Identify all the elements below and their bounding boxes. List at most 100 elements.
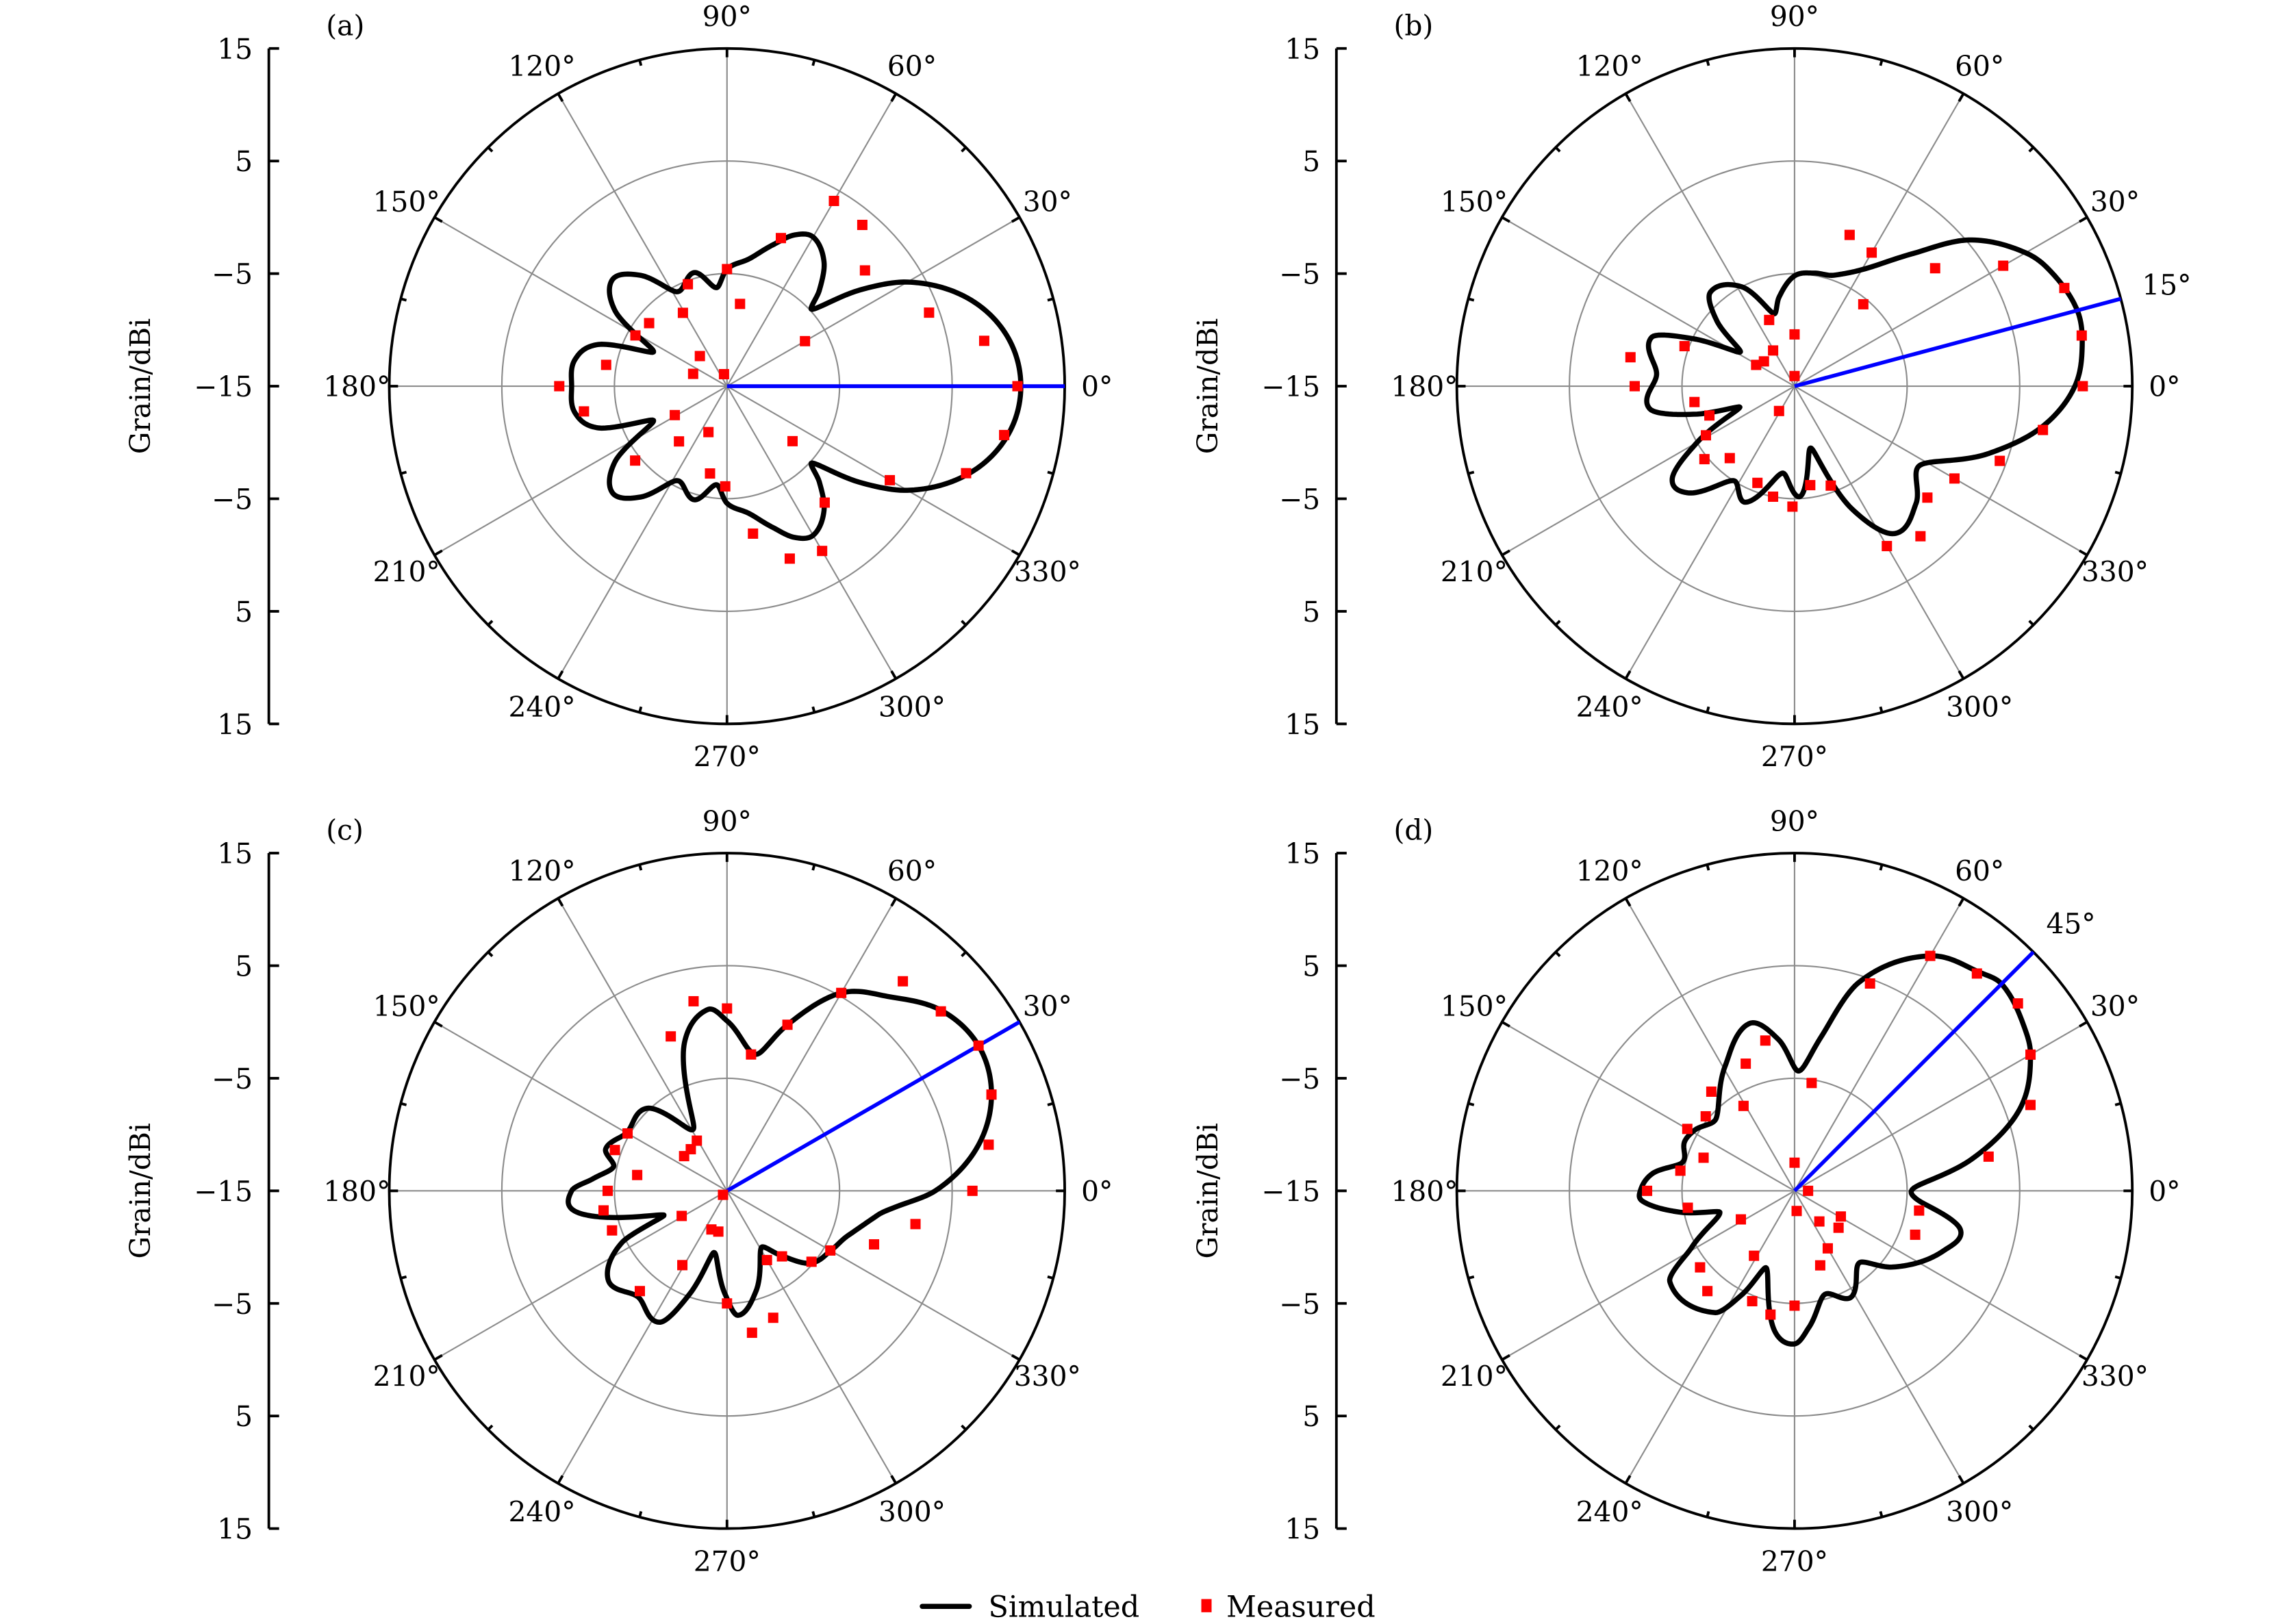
measured-point [1915, 531, 1926, 542]
angle-tick [1011, 1354, 1020, 1361]
angle-tick [1011, 549, 1020, 557]
measured-point [720, 481, 731, 492]
measured-point [806, 1256, 817, 1267]
measured-point [1749, 1250, 1760, 1261]
measured-point [1836, 1211, 1847, 1222]
radial-tick-label: −5 [1279, 258, 1320, 291]
radial-tick-label: 5 [1302, 1400, 1320, 1433]
angle-tick [961, 146, 967, 153]
angle-label: 330° [2081, 1360, 2149, 1393]
beam-direction-line [726, 1020, 1021, 1193]
radial-tick-label: 5 [1302, 145, 1320, 178]
measured-point [718, 1189, 729, 1200]
measured-point [2038, 424, 2049, 435]
measured-point [1971, 968, 1982, 979]
simulated-curve [568, 231, 1024, 542]
measured-point [857, 220, 868, 231]
legend: Simulated Measured [920, 1590, 1376, 1624]
angle-label: 30° [2090, 990, 2140, 1023]
angle-tick [1624, 898, 1632, 907]
angle-tick [811, 60, 816, 66]
panel-label: (c) [326, 814, 364, 847]
measured-point [1675, 1165, 1686, 1176]
measured-point [2012, 998, 2023, 1009]
angle-tick [1501, 1021, 1510, 1028]
angle-label: 180° [323, 1175, 390, 1208]
radial-tick-label: −5 [212, 1288, 253, 1321]
angle-label: 270° [1761, 741, 1828, 774]
angle-label: 300° [1946, 691, 2013, 724]
angle-label: 150° [373, 990, 440, 1023]
angle-tick [1047, 470, 1054, 475]
angle-tick [890, 92, 898, 102]
measured-point [1012, 381, 1023, 392]
measured-point [718, 368, 729, 380]
angle-tick [2079, 549, 2088, 557]
measured-point [1773, 405, 1784, 416]
measured-point [1995, 455, 2005, 466]
radial-tick-label: −5 [1279, 1063, 1320, 1095]
measured-point [666, 1031, 676, 1042]
measured-point [1747, 1295, 1758, 1307]
legend-measured-marker [1201, 1599, 1212, 1612]
measured-point [784, 553, 795, 564]
angle-label: 60° [887, 50, 937, 83]
beam-direction-line [1793, 950, 2035, 1193]
measured-point [722, 1003, 733, 1014]
angle-tick [1554, 620, 1561, 626]
measured-point [768, 1312, 779, 1323]
measured-point [1814, 1260, 1825, 1271]
measured-point [1805, 480, 1816, 491]
measured-point [1789, 329, 1800, 340]
measured-point [836, 987, 847, 998]
angle-tick [433, 549, 443, 557]
measured-point [1789, 1300, 1800, 1311]
measured-point [609, 1145, 620, 1156]
radial-tick-label: 15 [1284, 33, 1320, 66]
angle-tick [1011, 216, 1020, 223]
angle-tick [890, 1475, 898, 1484]
angle-label: 270° [1761, 1545, 1828, 1578]
angle-tick [1554, 951, 1561, 957]
angle-label: 300° [878, 691, 946, 724]
measured-point [1738, 1100, 1749, 1111]
angle-label: 60° [1955, 50, 2004, 83]
beam-direction-line [1794, 296, 2122, 388]
measured-point [775, 233, 787, 244]
panel-label: (a) [326, 9, 364, 42]
measured-point [694, 351, 705, 361]
measured-point [1949, 473, 1960, 484]
angle-label: 90° [703, 805, 752, 838]
angle-tick [2079, 1354, 2088, 1361]
measured-point [1758, 356, 1769, 367]
angle-label: 90° [703, 1, 752, 34]
measured-point [1625, 352, 1636, 363]
angle-tick [811, 864, 816, 871]
radial-tick-label: 15 [217, 708, 253, 741]
measured-point [1864, 978, 1875, 989]
measured-point [761, 1254, 772, 1265]
angle-tick [638, 706, 643, 713]
measured-point [1833, 1222, 1844, 1233]
angle-label: 90° [1770, 805, 1819, 838]
angle-label: 180° [323, 370, 390, 403]
angle-label: 0° [2149, 1175, 2180, 1208]
angle-tick [811, 706, 816, 713]
measured-point [677, 1260, 688, 1271]
angle-tick [487, 620, 494, 626]
y-axis-label: Grain/dBi [1191, 318, 1224, 454]
angle-label: 0° [1081, 1175, 1113, 1208]
angle-label: 60° [887, 854, 937, 887]
angle-tick [961, 620, 967, 626]
measured-point [1682, 1124, 1693, 1134]
radial-tick-label: 5 [1302, 950, 1320, 982]
measured-point [986, 1089, 997, 1100]
y-axis-label: Grain/dBi [1191, 1123, 1224, 1258]
measured-point [634, 1286, 645, 1297]
measured-point [828, 195, 839, 207]
angle-tick [433, 1354, 443, 1361]
measured-point [1768, 491, 1779, 502]
angle-label: 210° [373, 555, 440, 588]
radial-tick-label: 15 [217, 837, 253, 870]
angle-tick [557, 898, 564, 907]
